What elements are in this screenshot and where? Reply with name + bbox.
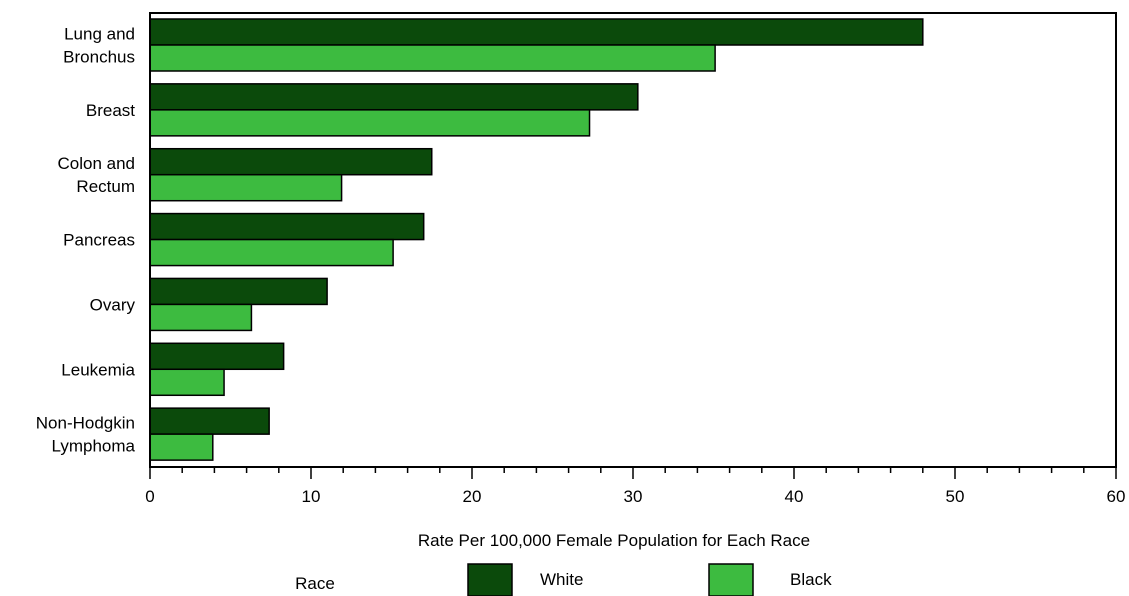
category-label-line: Non-Hodgkin <box>36 414 135 433</box>
legend-swatch-black <box>708 563 754 596</box>
category-label: Ovary <box>90 295 136 314</box>
legend-swatch-white <box>467 563 513 596</box>
category-label: Pancreas <box>63 231 135 250</box>
bar-black-6 <box>149 368 225 397</box>
bar-white-1 <box>149 18 924 46</box>
category-label-line: Lymphoma <box>52 437 136 456</box>
bar-black-5 <box>149 303 253 332</box>
bar-white-5 <box>149 277 328 306</box>
category-label-line: Leukemia <box>61 360 135 379</box>
category-labels: Lung and Bronchus Breast Colon and Rectum Pan… <box>36 25 136 456</box>
category-label: Leukemia <box>61 360 135 379</box>
category-label-line: Bronchus <box>63 48 135 67</box>
category-label: Non-Hodgkin Lymphoma <box>36 414 136 456</box>
bars-group <box>149 18 924 461</box>
category-label: Breast <box>86 101 135 120</box>
bar-black-2 <box>149 109 591 137</box>
x-tick-label: 20 <box>463 487 482 506</box>
bar-black-3 <box>149 173 343 202</box>
bar-white-3 <box>149 147 433 176</box>
x-tick-label: 10 <box>302 487 321 506</box>
category-label-line: Breast <box>86 101 135 120</box>
category-label-line: Colon and <box>57 154 135 173</box>
bar-white-4 <box>149 212 425 241</box>
bar-black-1 <box>149 44 716 72</box>
x-tick-label: 60 <box>1107 487 1126 506</box>
bar-white-2 <box>149 83 639 111</box>
legend: Race White Black <box>295 563 832 596</box>
x-tick-label: 0 <box>145 487 154 506</box>
x-tick-label: 50 <box>946 487 965 506</box>
category-label-line: Pancreas <box>63 231 135 250</box>
bar-white-6 <box>149 342 285 371</box>
x-tick-label: 40 <box>785 487 804 506</box>
category-label-line: Rectum <box>76 177 135 196</box>
category-label: Lung and Bronchus <box>63 25 135 67</box>
bar-black-7 <box>149 433 214 461</box>
legend-label-black: Black <box>790 570 832 589</box>
x-axis-ticks: 0 10 20 30 40 50 60 <box>145 467 1125 506</box>
x-tick-label: 30 <box>624 487 643 506</box>
legend-label-white: White <box>540 570 583 589</box>
legend-title: Race <box>295 574 335 593</box>
bar-white-7 <box>149 407 270 435</box>
x-axis-title: Rate Per 100,000 Female Population for E… <box>418 531 810 550</box>
category-label-line: Lung and <box>64 25 135 44</box>
bar-black-4 <box>149 238 394 267</box>
category-label-line: Ovary <box>90 295 136 314</box>
category-label: Colon and Rectum <box>57 154 135 196</box>
